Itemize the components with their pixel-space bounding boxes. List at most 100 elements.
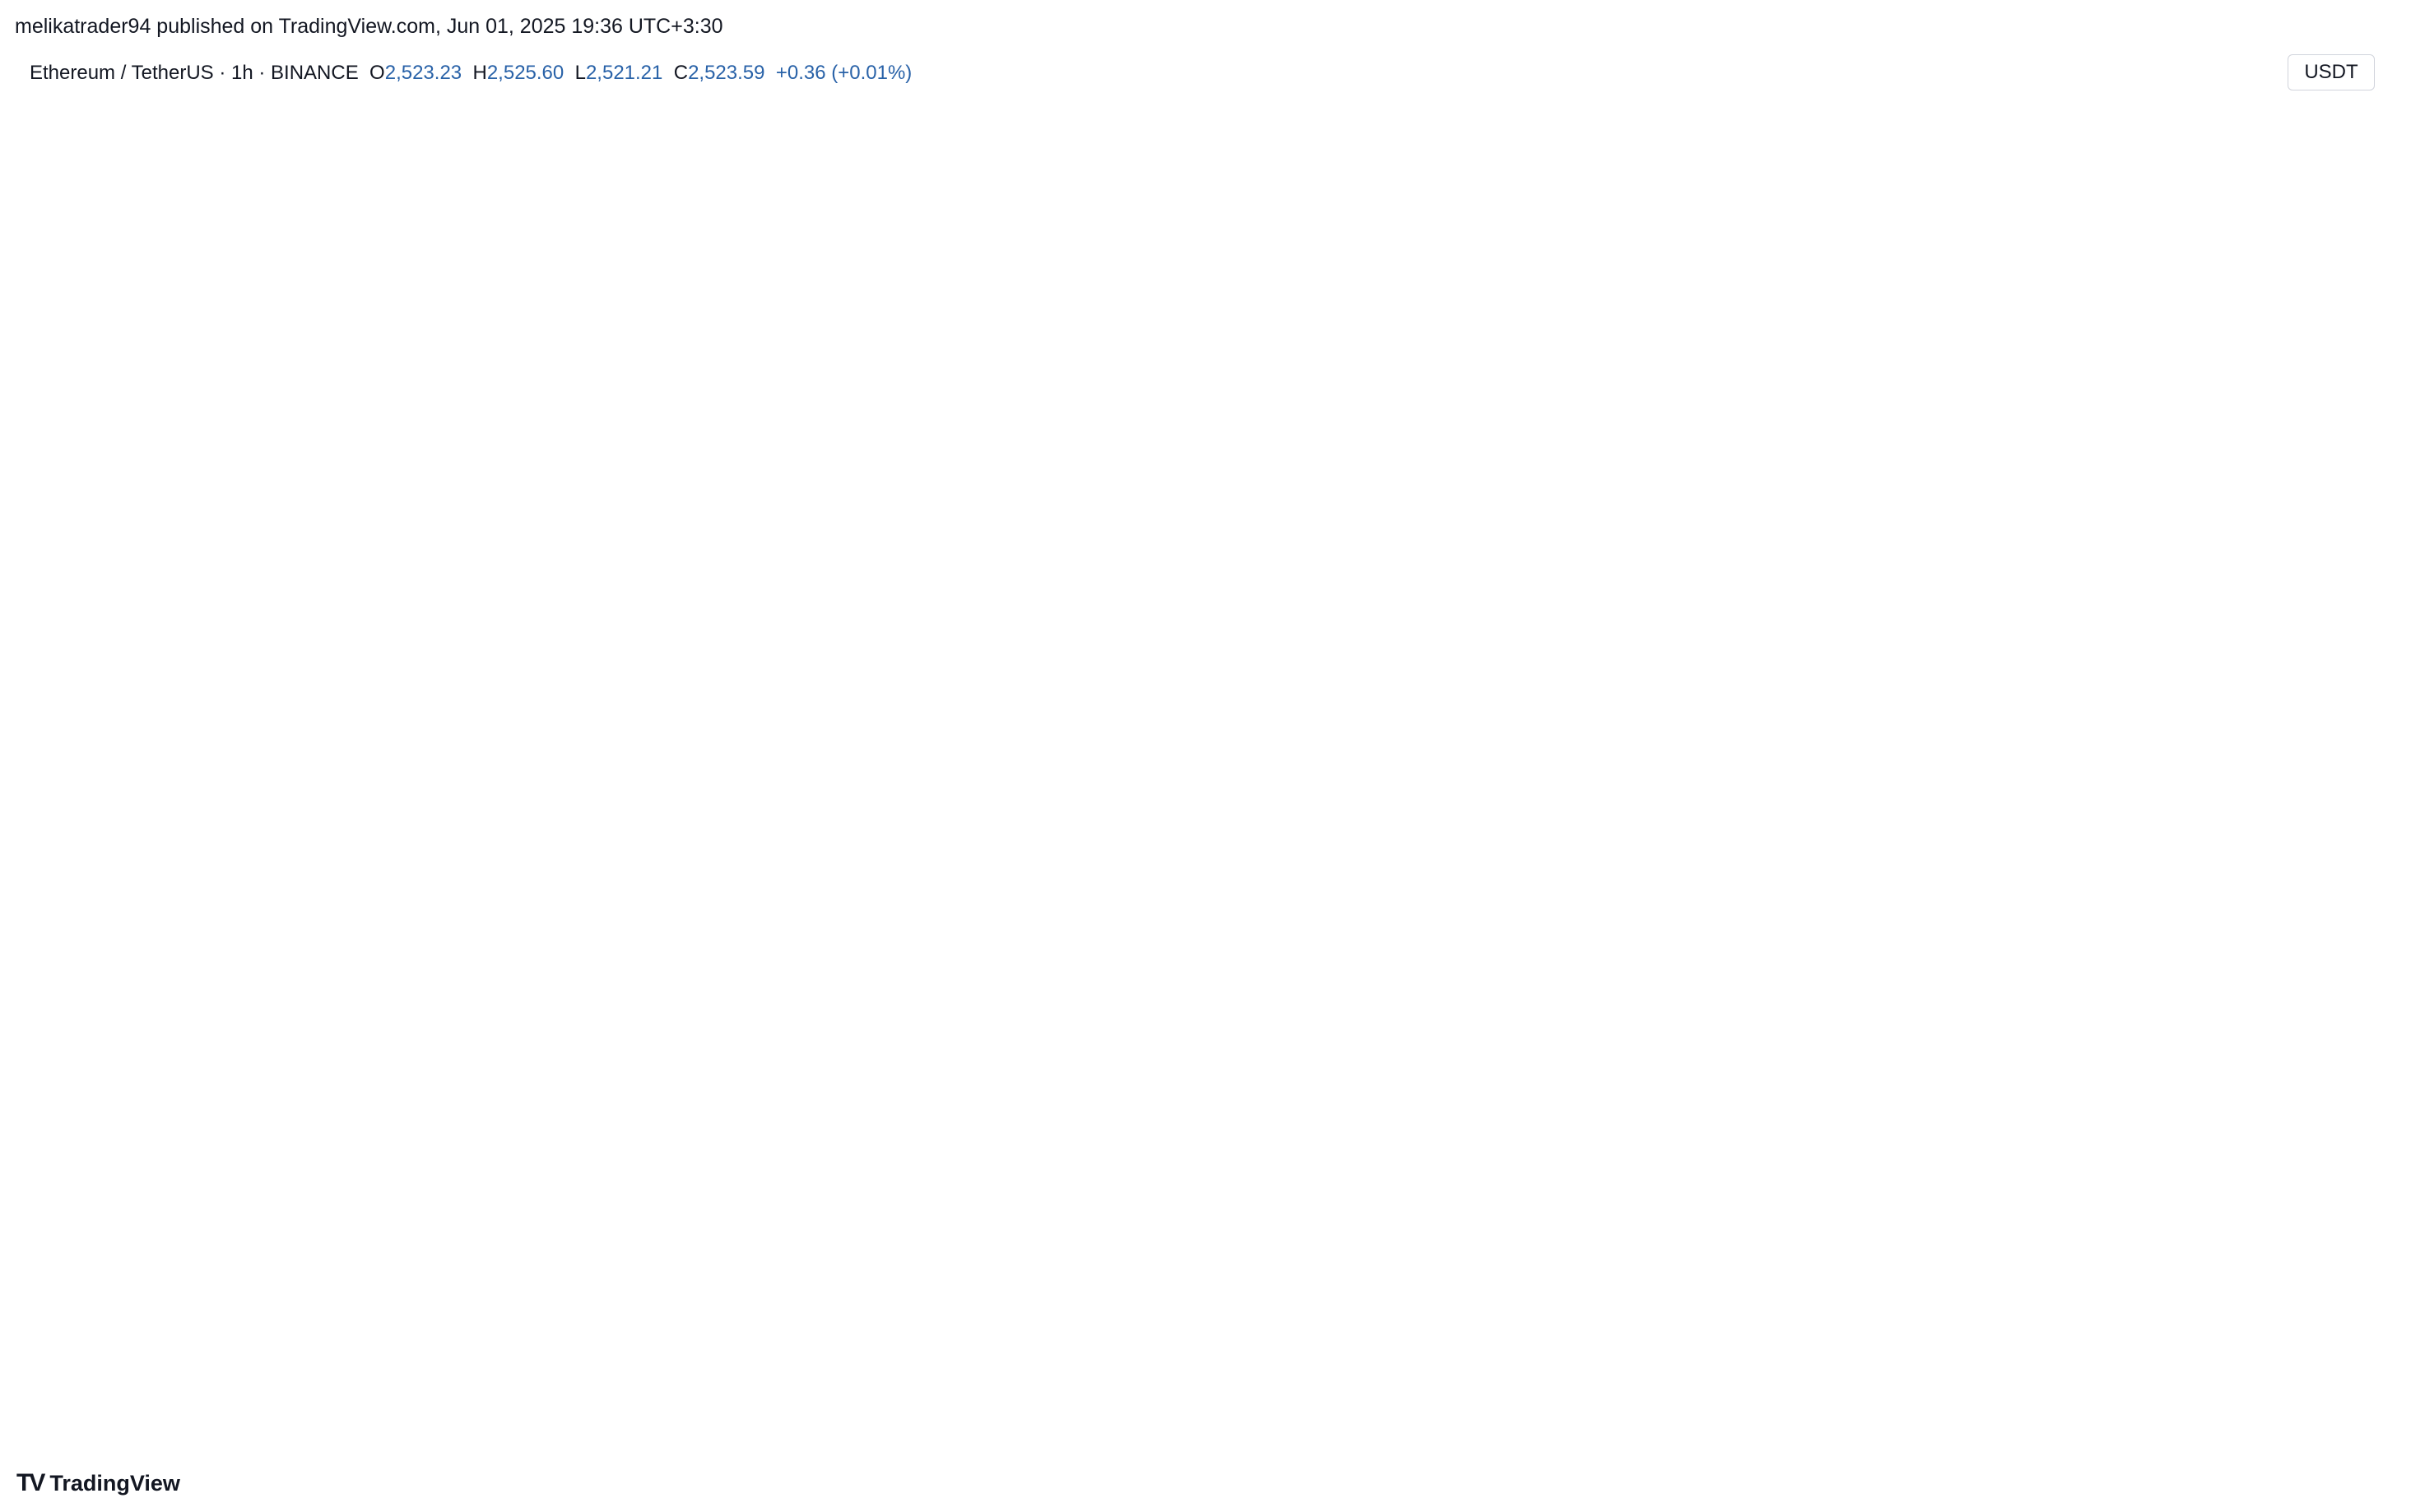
candle-body (520, 497, 527, 543)
pattern-triangle (1188, 871, 1494, 1104)
candle-body (1449, 937, 1456, 953)
candle-body (1399, 991, 1406, 1010)
x-tick-label: 23 (370, 1423, 393, 1446)
y-tick-label: 2,740.00 (2265, 313, 2345, 336)
candle-body (1772, 595, 1780, 647)
candle-body (964, 1088, 972, 1106)
candle-body (1935, 192, 1942, 287)
candle-body (398, 628, 406, 652)
channel-upper-line (987, 113, 2019, 518)
y-tick-label: 2,600.00 (2265, 787, 2345, 810)
x-tick-label: 12:30 (963, 1423, 1015, 1446)
candle-body (1631, 596, 1638, 598)
candle-body (2298, 822, 2306, 869)
candle-body (1106, 1009, 1113, 1075)
tradingview-branding[interactable]: TV TradingView (16, 1469, 180, 1497)
candle-body (1075, 1080, 1083, 1090)
candle-body (671, 1013, 679, 1032)
pattern-label-text: Right Shoulder (1336, 1106, 1489, 1132)
projection-arrow (1572, 248, 1758, 670)
x-tick-label: 22 (128, 1423, 151, 1446)
high-label: H (472, 62, 487, 84)
pattern-label-text: Left Shoulder (597, 1127, 734, 1153)
currency-unit-button[interactable]: USDT (2288, 54, 2375, 90)
last-price-tag (2279, 1041, 2383, 1092)
candle-body (207, 821, 214, 836)
close-label: C (673, 62, 689, 84)
candle-body (1914, 415, 1921, 452)
candle-body (2116, 637, 2124, 674)
candle-body (661, 1035, 668, 1085)
candle-body (146, 1106, 153, 1205)
candle-body (1237, 873, 1244, 899)
low-value: 2,521.21 (585, 62, 663, 84)
candle-body (186, 847, 193, 923)
candle-body (1732, 684, 1740, 687)
candle-body (1156, 890, 1164, 934)
candle-body (2218, 647, 2225, 691)
candle-body (995, 1162, 1002, 1182)
candle-body (894, 1032, 901, 1082)
candle-body (44, 1007, 52, 1045)
candle-body (863, 964, 871, 972)
candle-body (1944, 290, 1952, 397)
candle-body (1126, 999, 1133, 1026)
candle-body (2036, 557, 2042, 587)
or-label: OR (1102, 952, 1198, 1024)
candle-body (641, 1005, 648, 1046)
pattern-label-text: Head (960, 1266, 1015, 1292)
candle-body (2096, 608, 2103, 661)
candle-body (85, 879, 92, 937)
candle-body (702, 943, 709, 972)
x-tick-label: 29 (1825, 1423, 1848, 1446)
candle-body (449, 399, 457, 450)
candle-body (509, 545, 517, 557)
symbol-name[interactable]: Ethereum / TetherUS · 1h · BINANCE (30, 62, 359, 84)
candle-body (802, 913, 810, 952)
marked-price-label: 2,598.21 (2290, 793, 2370, 816)
y-tick-label: 2,540.00 (2265, 990, 2345, 1013)
candle-body (1924, 188, 1931, 415)
candle-body (884, 994, 891, 1030)
candle-body (1581, 470, 1588, 531)
candle-body (550, 545, 557, 874)
candle-body (1025, 1180, 1032, 1189)
candle-body (1298, 972, 1305, 974)
candle-body (1531, 643, 1537, 652)
candle-body (2065, 638, 2073, 679)
candle-body (2176, 684, 2184, 689)
candle-body (1550, 597, 1558, 624)
candle-body (1035, 1148, 1043, 1186)
candle-body (2136, 669, 2144, 695)
pattern-label: Head (953, 1261, 1023, 1296)
y-tick-label: 2,480.00 (2265, 1193, 2345, 1216)
candle-body (1510, 642, 1517, 688)
candle-body (1975, 360, 1982, 378)
candle-body (590, 914, 597, 924)
change-value: +0.36 (+0.01%) (775, 62, 913, 84)
candle-body (2228, 694, 2235, 726)
y-tick-label: 2,440.00 (2265, 1329, 2345, 1352)
candle-body (1803, 634, 1810, 659)
x-tick-label: 30 (2068, 1423, 2091, 1446)
candle-body (1540, 622, 1548, 645)
candle-body (105, 858, 113, 883)
candle-body (1702, 652, 1709, 698)
x-tick-label: 12:30 (477, 1423, 529, 1446)
candle-body (762, 888, 769, 902)
x-tick-label: 24 (613, 1423, 636, 1446)
candle-body (1894, 522, 1902, 579)
candle-body (1864, 634, 1871, 666)
candle-body (1136, 938, 1144, 1002)
candle-body (247, 691, 254, 744)
candle-body (1116, 1004, 1123, 1021)
candle-body (1904, 456, 1912, 519)
candle-body (115, 856, 123, 1029)
candle-body (1227, 863, 1234, 874)
candle-body (2268, 757, 2275, 830)
candle-body (1642, 592, 1649, 599)
candle-body (226, 768, 234, 785)
pattern-label-bg (574, 1123, 755, 1158)
candle-body (1055, 1071, 1062, 1134)
